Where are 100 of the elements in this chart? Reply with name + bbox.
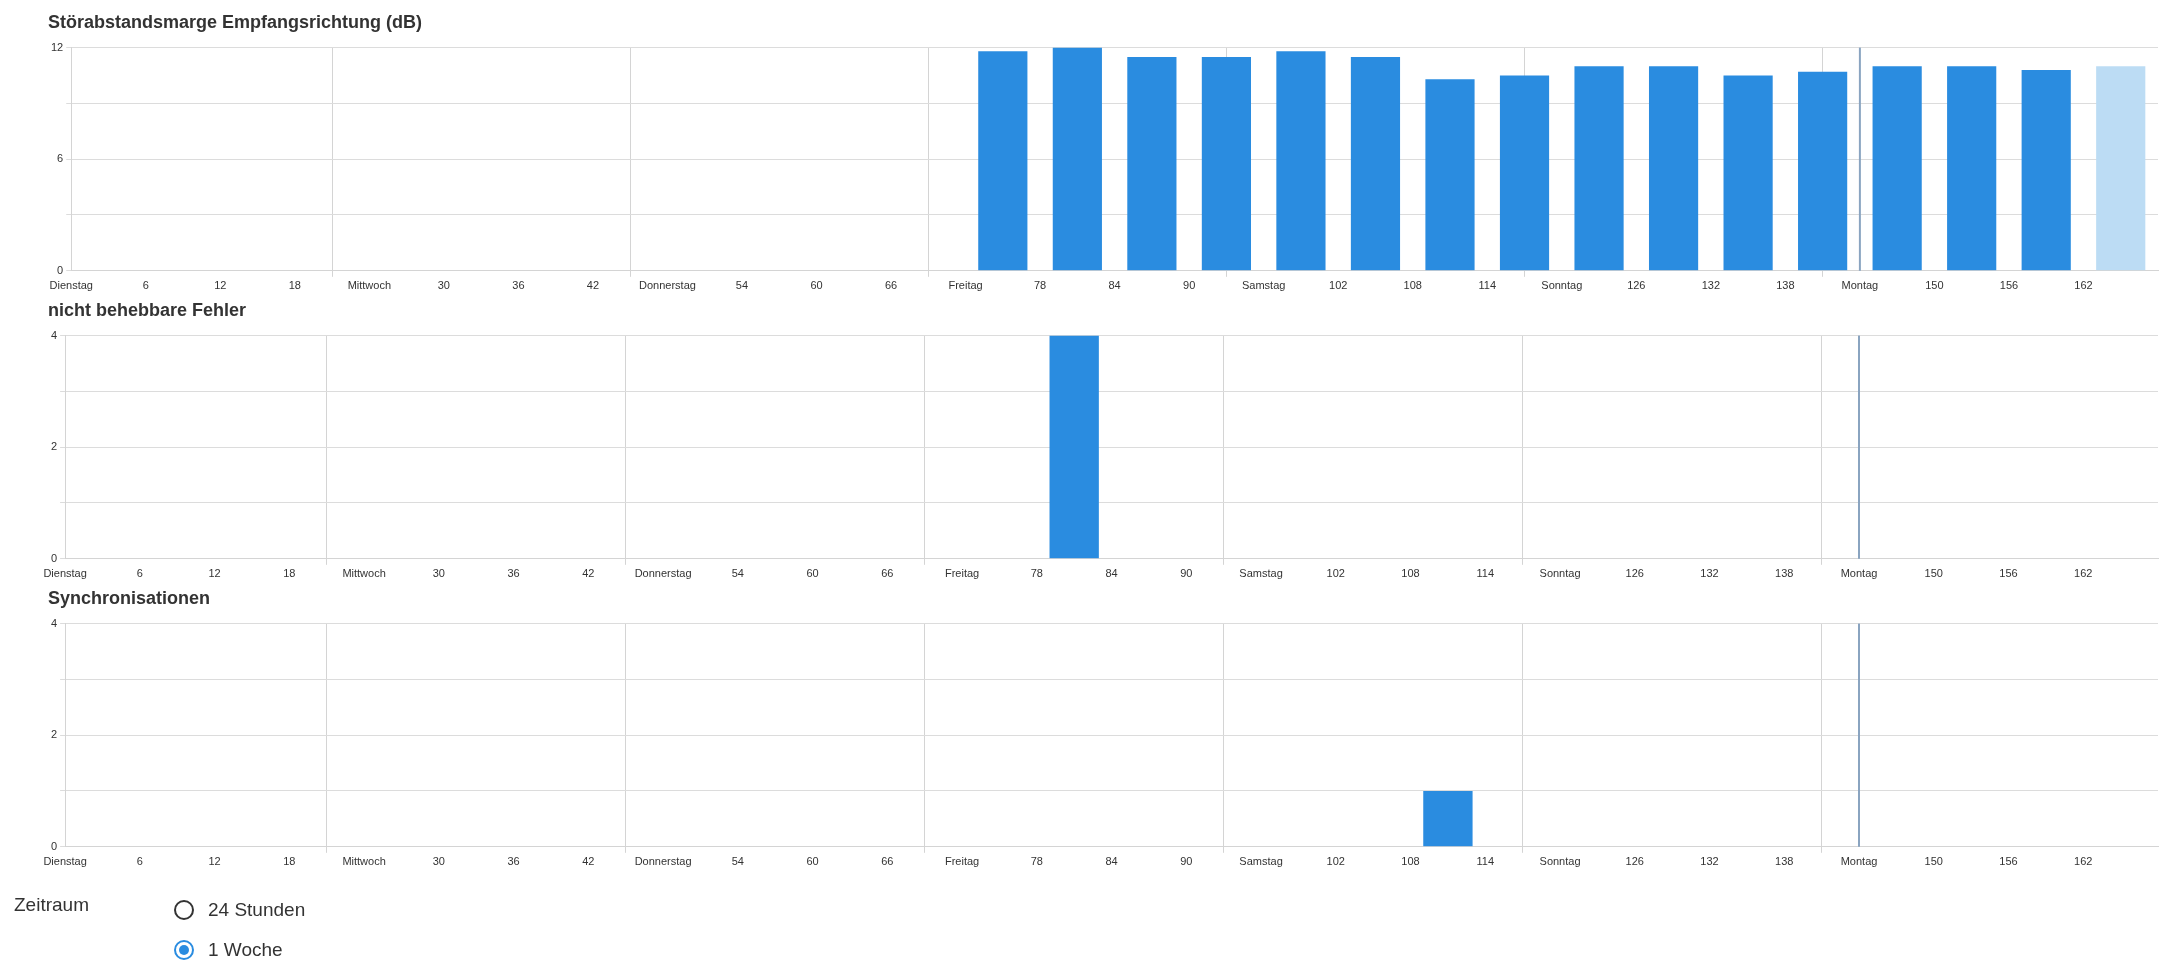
bar xyxy=(1201,56,1251,271)
x-tick-label: 132 xyxy=(1700,855,1719,868)
x-tick-label: 12 xyxy=(208,567,221,580)
y-tick-label: 0 xyxy=(50,839,58,852)
y-tick-label: 2 xyxy=(50,440,58,453)
y-tick-label: 0 xyxy=(50,551,58,564)
x-tick-label: 18 xyxy=(283,567,296,580)
x-tick-label: 114 xyxy=(1478,279,1497,292)
x-tick-label: 18 xyxy=(288,279,301,292)
y-tick-label: 6 xyxy=(57,152,64,165)
x-tick-label: 6 xyxy=(136,567,143,580)
x-tick-label: 150 xyxy=(1925,279,1944,292)
x-tick-label: 78 xyxy=(1030,855,1043,868)
x-tick-label: 60 xyxy=(806,855,819,868)
x-tick-label: 66 xyxy=(881,567,894,580)
bar xyxy=(2096,66,2146,271)
x-tick-label: 162 xyxy=(2074,567,2093,580)
y-tick-label: 12 xyxy=(50,40,64,53)
chart-title: nicht behebbare Fehler xyxy=(48,299,247,320)
x-tick-label: 102 xyxy=(1329,279,1348,292)
x-tick-label: Mittwoch xyxy=(347,279,392,292)
text: 24 Stunden xyxy=(208,899,306,921)
x-tick-label: Montag xyxy=(1840,855,1878,868)
x-tick-label: 102 xyxy=(1326,567,1345,580)
bar xyxy=(1425,79,1475,271)
x-tick-label: Freitag xyxy=(944,855,980,868)
x-tick-label: 12 xyxy=(208,855,221,868)
x-tick-label: 162 xyxy=(2074,855,2093,868)
x-tick-label: 66 xyxy=(881,855,894,868)
bar xyxy=(1052,47,1102,271)
text: 1 Woche xyxy=(208,939,283,961)
bar xyxy=(1499,75,1550,271)
x-tick-label: Dienstag xyxy=(43,855,87,868)
x-tick-label: 78 xyxy=(1033,279,1047,292)
y-tick-label: 4 xyxy=(50,616,58,629)
x-tick-label: Sonntag xyxy=(1539,567,1581,580)
x-tick-label: Freitag xyxy=(944,567,980,580)
x-tick-label: 54 xyxy=(731,855,744,868)
y-tick-label: 0 xyxy=(57,263,64,276)
x-tick-label: 30 xyxy=(432,567,445,580)
bar xyxy=(1350,56,1401,271)
x-tick-label: 138 xyxy=(1775,855,1794,868)
x-tick-label: 90 xyxy=(1183,279,1196,292)
bar xyxy=(1872,66,1922,271)
x-tick-label: 6 xyxy=(136,855,143,868)
x-tick-label: 54 xyxy=(731,567,744,580)
x-tick-label: Dienstag xyxy=(43,567,87,580)
x-tick-label: Montag xyxy=(1841,279,1879,292)
x-tick-label: 36 xyxy=(507,855,520,868)
x-tick-label: Dienstag xyxy=(49,279,93,292)
bar xyxy=(1127,56,1177,271)
x-tick-label: Samstag xyxy=(1239,855,1283,868)
x-tick-label: 150 xyxy=(1924,855,1943,868)
x-tick-label: 60 xyxy=(806,567,819,580)
x-tick-label: 156 xyxy=(1999,279,2019,292)
x-tick-label: 90 xyxy=(1180,855,1193,868)
x-tick-label: 132 xyxy=(1701,279,1721,292)
x-tick-label: 36 xyxy=(507,567,520,580)
x-tick-label: Montag xyxy=(1840,567,1878,580)
x-tick-label: 102 xyxy=(1326,855,1345,868)
x-tick-label: 84 xyxy=(1108,279,1121,292)
x-tick-label: 30 xyxy=(437,279,450,292)
bar xyxy=(1947,66,1997,271)
x-tick-label: 138 xyxy=(1776,279,1795,292)
x-tick-label: 42 xyxy=(582,855,595,868)
x-tick-label: Sonntag xyxy=(1541,279,1583,292)
x-tick-label: 108 xyxy=(1403,279,1422,292)
x-tick-label: 108 xyxy=(1401,567,1420,580)
x-tick-label: 90 xyxy=(1180,567,1193,580)
bar xyxy=(978,51,1028,271)
chart-title: Störabstandsmarge Empfangsrichtung (dB) xyxy=(48,11,423,32)
bar xyxy=(1798,71,1848,271)
bar xyxy=(1723,75,1773,271)
x-tick-label: 156 xyxy=(1999,855,2018,868)
x-tick-label: 162 xyxy=(2074,279,2093,292)
x-tick-label: 42 xyxy=(582,567,595,580)
x-tick-label: 126 xyxy=(1627,279,1646,292)
bar xyxy=(1276,51,1326,271)
bar xyxy=(1574,66,1624,271)
x-tick-label: 30 xyxy=(432,855,445,868)
x-tick-label: 114 xyxy=(1476,855,1495,868)
x-tick-label: 6 xyxy=(142,279,149,292)
bar xyxy=(1648,66,1699,271)
x-tick-label: 138 xyxy=(1775,567,1794,580)
x-tick-label: 12 xyxy=(214,279,227,292)
x-tick-label: Mittwoch xyxy=(342,855,386,868)
x-tick-label: 84 xyxy=(1105,567,1118,580)
x-tick-label: 132 xyxy=(1700,567,1719,580)
x-tick-label: 54 xyxy=(735,279,749,292)
x-tick-label: 18 xyxy=(283,855,296,868)
x-tick-label: 84 xyxy=(1105,855,1118,868)
chart-title: Synchronisationen xyxy=(48,587,211,608)
x-tick-label: 60 xyxy=(810,279,823,292)
y-tick-label: 2 xyxy=(50,728,58,741)
x-tick-label: 126 xyxy=(1625,855,1644,868)
x-tick-label: 78 xyxy=(1030,567,1043,580)
y-tick-label: 4 xyxy=(50,328,58,341)
x-tick-label: 42 xyxy=(586,279,600,292)
x-tick-label: Samstag xyxy=(1239,567,1283,580)
x-tick-label: 126 xyxy=(1625,567,1644,580)
